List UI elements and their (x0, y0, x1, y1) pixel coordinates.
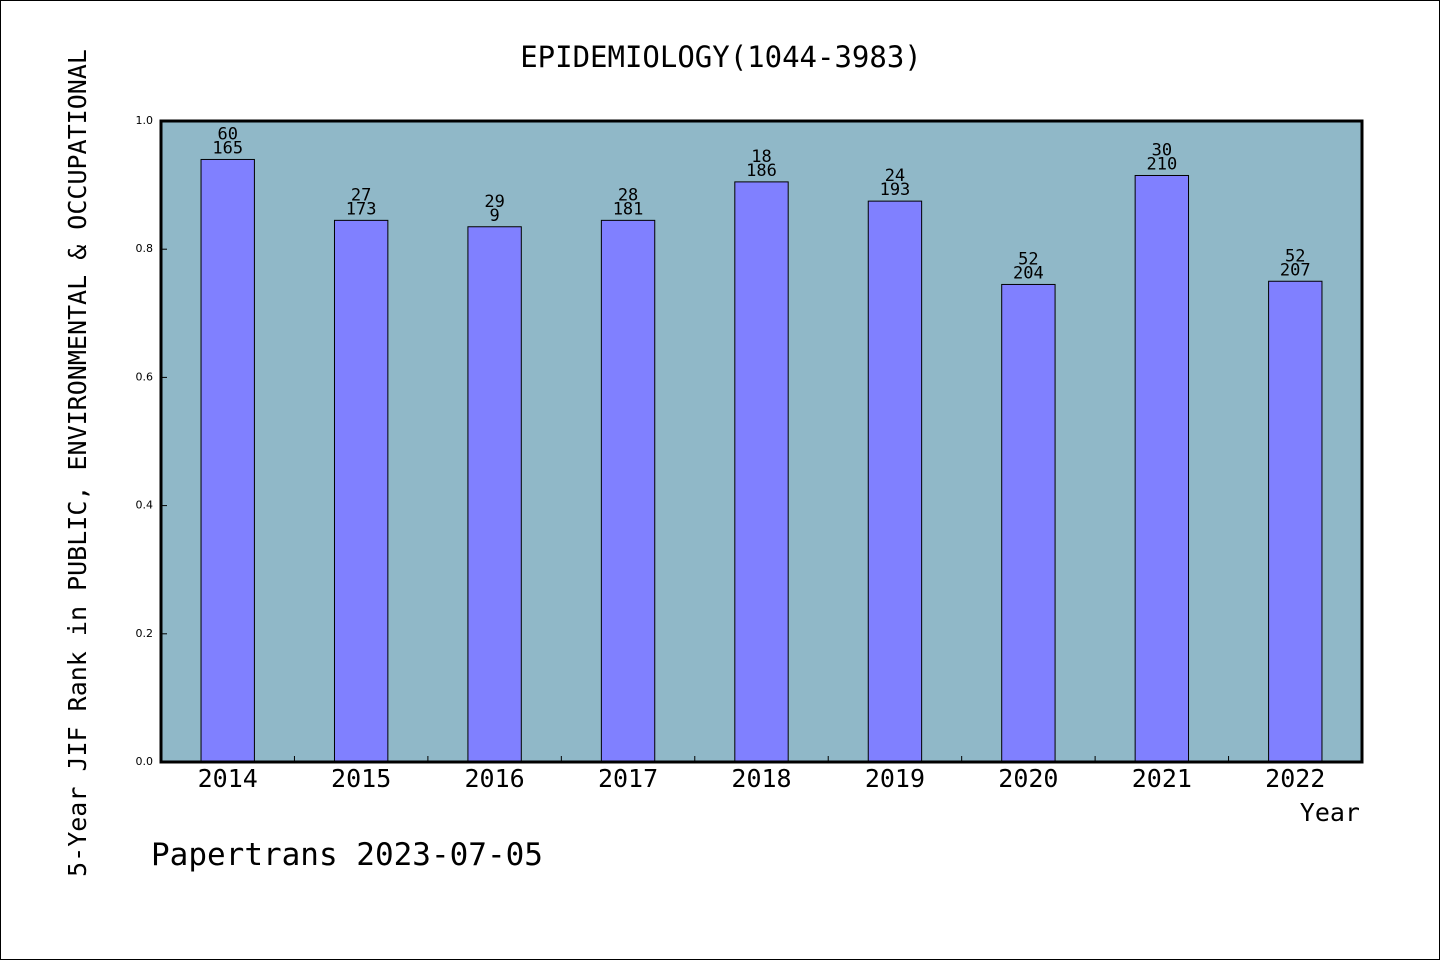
bar-2019 (867, 200, 923, 763)
x-tick-label-2022: 2022 (1265, 764, 1325, 793)
y-tick-label: 0.4 (136, 499, 154, 512)
total-label-2019: 193 (880, 180, 911, 200)
x-tick-label-2020: 2020 (998, 764, 1058, 793)
plot-border (159, 119, 1364, 764)
bar-2014 (200, 158, 255, 763)
total-label-2017: 181 (613, 199, 644, 219)
bar-2020 (1001, 283, 1056, 763)
bar-2022 (1268, 280, 1323, 763)
total-label-2022: 207 (1280, 260, 1311, 280)
total-label-2021: 210 (1146, 154, 1177, 174)
y-tick-label: 0.2 (136, 627, 154, 640)
rank-label-2014: 60 (217, 124, 237, 144)
y-tick-label: 0.6 (136, 370, 154, 383)
rank-label-2020: 52 (1018, 249, 1038, 269)
bar-2018 (734, 181, 789, 763)
rank-label-2015: 27 (351, 185, 371, 205)
x-tick-label-2021: 2021 (1132, 764, 1192, 793)
x-tick-label-2014: 2014 (198, 764, 258, 793)
y-tick-label: 1.0 (136, 114, 154, 127)
x-tick-label-2017: 2017 (598, 764, 658, 793)
total-label-2014: 165 (212, 138, 243, 158)
x-tick-label-2019: 2019 (865, 764, 925, 793)
total-label-2018: 186 (746, 161, 777, 181)
total-label-2020: 204 (1013, 263, 1044, 283)
x-tick-label-2018: 2018 (731, 764, 791, 793)
rank-label-2017: 28 (618, 185, 638, 205)
chart-title: EPIDEMIOLOGY(1044-3983) (520, 40, 922, 74)
rank-label-2016: 29 (484, 192, 504, 212)
rank-label-2018: 18 (751, 147, 771, 167)
y-axis-label: 5-Year JIF Rank in PUBLIC, ENVIRONMENTAL… (63, 49, 92, 877)
total-label-2016: 9 (489, 206, 499, 226)
x-tick-label-2016: 2016 (465, 764, 525, 793)
rank-label-2022: 52 (1285, 246, 1305, 266)
total-label-2015: 173 (346, 199, 377, 219)
bar-2017 (600, 219, 656, 763)
x-axis-label: Year (1300, 798, 1360, 827)
y-tick-label: 0.0 (136, 755, 154, 768)
rank-label-2019: 24 (885, 166, 905, 186)
footer-credit: Papertrans 2023-07-05 (151, 837, 543, 873)
bar-2021 (1134, 174, 1190, 763)
bar-2015 (333, 219, 389, 763)
x-tick-label-2015: 2015 (331, 764, 391, 793)
rank-label-2021: 30 (1152, 140, 1172, 160)
bar-2016 (467, 226, 522, 763)
y-tick-label: 0.8 (136, 242, 154, 255)
